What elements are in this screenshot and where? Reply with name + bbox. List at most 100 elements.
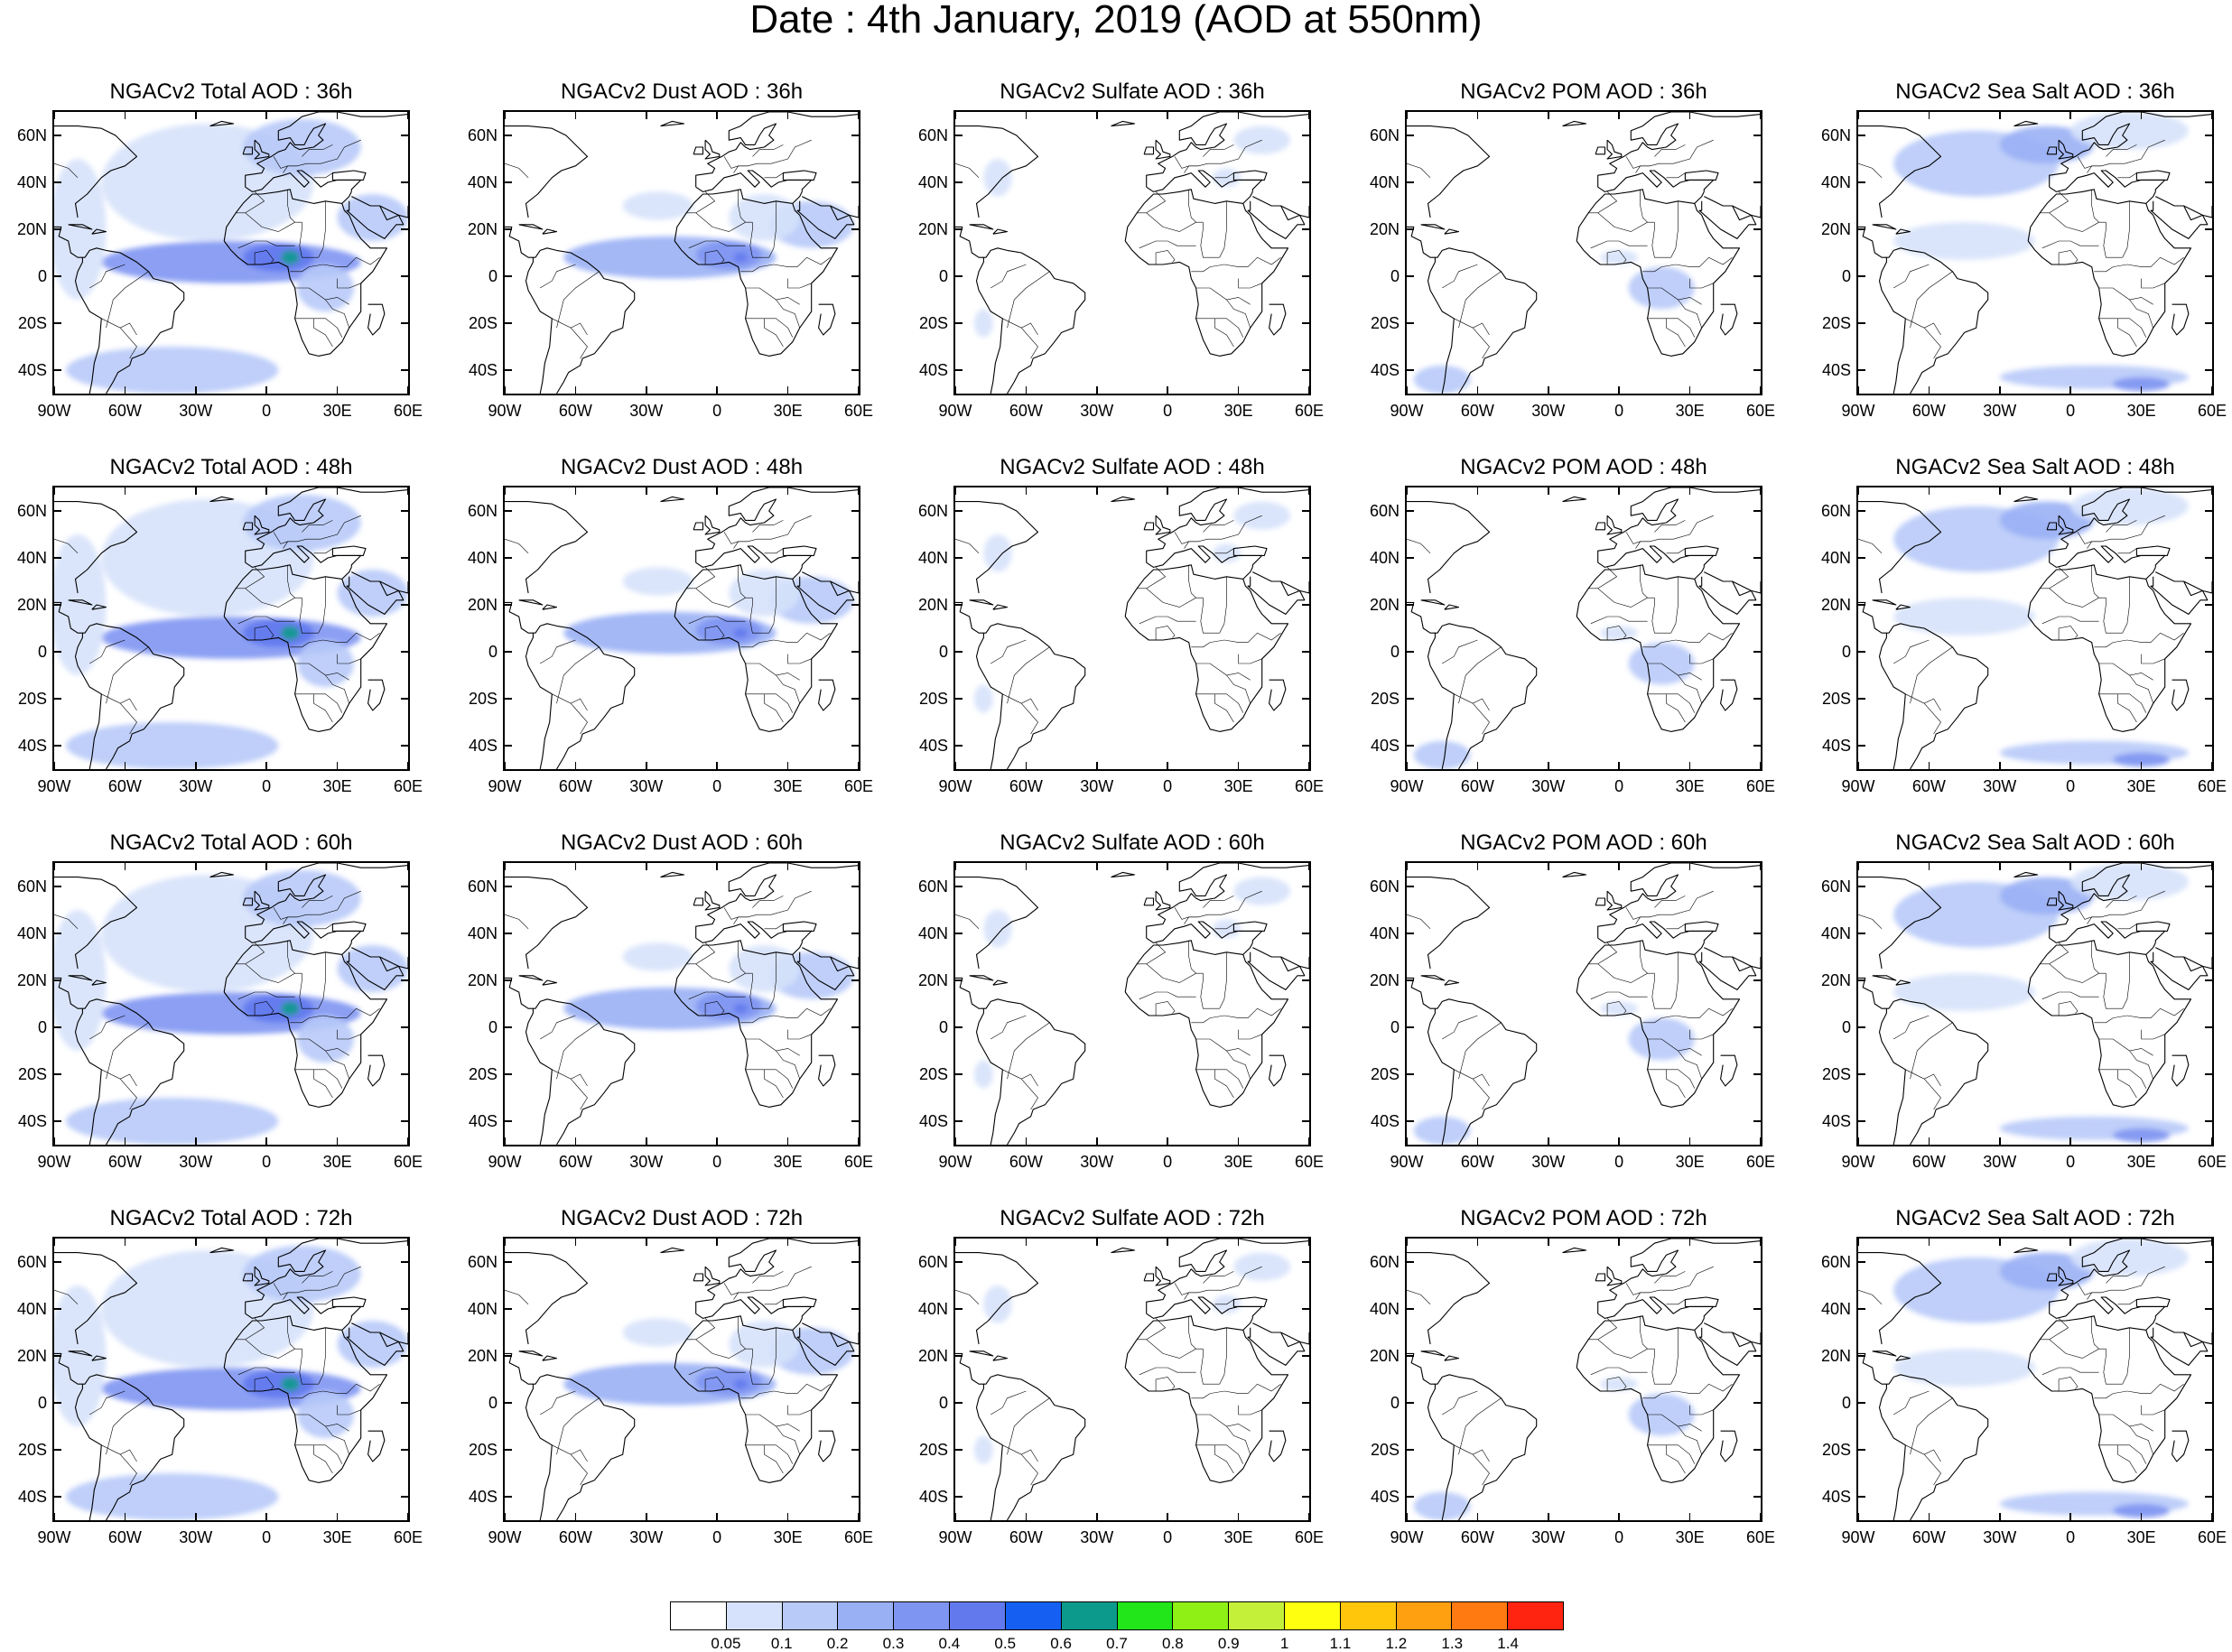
- country-border: [1020, 328, 1038, 359]
- lon-label: 30E: [1223, 1528, 1253, 1546]
- country-border: [1195, 663, 1251, 681]
- lat-tick: [851, 228, 859, 230]
- country-border: [1651, 973, 1671, 1009]
- lat-tick: [1753, 1308, 1761, 1310]
- country-border: [54, 538, 79, 554]
- coastline: [818, 303, 836, 336]
- lon-label: 60W: [558, 402, 592, 420]
- country-border: [2087, 541, 2102, 549]
- coastline: [1597, 1239, 1761, 1314]
- coastline: [1895, 979, 1911, 986]
- coastline: [1232, 545, 1268, 556]
- lon-tick: [1407, 1137, 1408, 1145]
- country-border: [287, 1315, 295, 1350]
- lon-tick: [1760, 762, 1761, 769]
- coastline: [1576, 1330, 1741, 1483]
- lon-tick: [1096, 762, 1098, 769]
- lon-label: 60W: [1460, 1528, 1494, 1546]
- country-border: [1195, 318, 1244, 338]
- coastline: [1155, 1266, 1171, 1286]
- country-border: [1238, 654, 1262, 664]
- country-border: [2094, 639, 2127, 648]
- lat-tick: [1302, 181, 1309, 183]
- lat-tick: [1302, 322, 1309, 324]
- lon-tick: [1548, 112, 1549, 119]
- coastline: [518, 975, 544, 981]
- lat-tick: [1858, 557, 1865, 559]
- lat-tick: [1753, 322, 1761, 324]
- country-border: [318, 1327, 326, 1385]
- country-border: [2122, 951, 2130, 1009]
- lon-tick: [716, 1239, 718, 1246]
- coastline: [2013, 1247, 2039, 1254]
- lon-label: 60E: [393, 1528, 423, 1546]
- aod-plume: [1999, 1252, 2095, 1291]
- lat-tick: [505, 933, 512, 934]
- country-border: [745, 663, 800, 681]
- lat-label: 20S: [918, 1441, 948, 1459]
- lat-label: 40N: [467, 173, 498, 191]
- lat-tick: [1753, 1261, 1761, 1263]
- coastline: [2183, 580, 2212, 594]
- lat-tick: [505, 1308, 512, 1310]
- country-border: [322, 1383, 380, 1394]
- country-border: [552, 1069, 588, 1087]
- lat-tick: [505, 1073, 512, 1075]
- coastline: [1684, 545, 1719, 556]
- lat-tick: [2205, 322, 2212, 324]
- country-border: [290, 1015, 323, 1024]
- lat-label: 20N: [1820, 220, 1851, 238]
- lat-tick: [1858, 135, 1865, 136]
- country-border: [749, 1349, 769, 1385]
- lon-tick: [2140, 1513, 2143, 1520]
- coastline: [91, 604, 107, 610]
- country-border: [283, 916, 298, 924]
- country-border: [570, 1079, 588, 1110]
- coastline: [1872, 975, 1897, 981]
- lat-tick: [54, 651, 61, 653]
- country-border: [2098, 318, 2147, 338]
- lon-tick: [955, 487, 956, 495]
- lat-tick: [1753, 651, 1761, 653]
- country-border: [1635, 541, 1651, 549]
- lat-label: 60N: [1369, 126, 1400, 144]
- lat-tick: [1858, 1402, 1865, 1404]
- country-border: [313, 693, 333, 723]
- country-border: [1675, 1383, 1733, 1394]
- coastline: [1595, 897, 1606, 906]
- lon-tick: [646, 863, 647, 870]
- lat-label: 40S: [1370, 1488, 1400, 1506]
- aod-field: [54, 869, 408, 1145]
- aod-plume: [2113, 752, 2170, 767]
- country-border: [733, 165, 749, 173]
- lon-tick: [574, 1513, 577, 1520]
- lon-tick: [1096, 487, 1098, 495]
- coastline: [331, 545, 367, 556]
- lat-tick: [1302, 557, 1309, 559]
- map-panel-total-60h: NGACv2 Total AOD : 60h 60N 40N 20N 0 20S 40S 90…: [17, 832, 423, 1175]
- country-border: [1666, 1069, 1686, 1099]
- country-border: [733, 541, 749, 549]
- coastline: [1111, 120, 1136, 127]
- map-panel-total-72h: NGACv2 Total AOD : 72h 60N 40N 20N 0 20S 40S 90…: [17, 1208, 423, 1551]
- lat-tick: [1407, 745, 1414, 747]
- country-border: [1472, 328, 1490, 359]
- lat-tick: [1753, 275, 1761, 277]
- country-border: [1588, 1339, 1655, 1359]
- lat-label: 40N: [1369, 173, 1400, 191]
- country-border: [1188, 940, 1196, 974]
- lon-label: 30W: [1080, 777, 1114, 795]
- country-border: [119, 328, 137, 359]
- lat-tick: [851, 181, 859, 183]
- lon-label: 60W: [107, 402, 142, 420]
- lat-tick: [505, 886, 512, 887]
- lat-tick: [401, 228, 408, 230]
- panel-title: NGACv2 Dust AOD : 60h: [560, 831, 804, 855]
- coastline: [1155, 890, 1171, 911]
- lat-label: 40S: [918, 1112, 948, 1130]
- lat-tick: [401, 745, 408, 747]
- lat-label: 40N: [1820, 173, 1851, 191]
- coastline: [674, 1315, 803, 1369]
- lon-tick: [1308, 762, 1309, 769]
- panel-title: NGACv2 Sulfate AOD : 60h: [1000, 831, 1265, 855]
